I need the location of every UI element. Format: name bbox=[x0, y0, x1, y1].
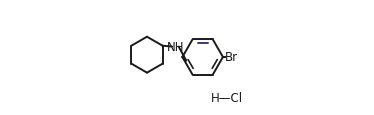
Text: H—Cl: H—Cl bbox=[211, 91, 242, 104]
Text: Br: Br bbox=[225, 51, 238, 64]
Text: NH: NH bbox=[167, 41, 184, 54]
